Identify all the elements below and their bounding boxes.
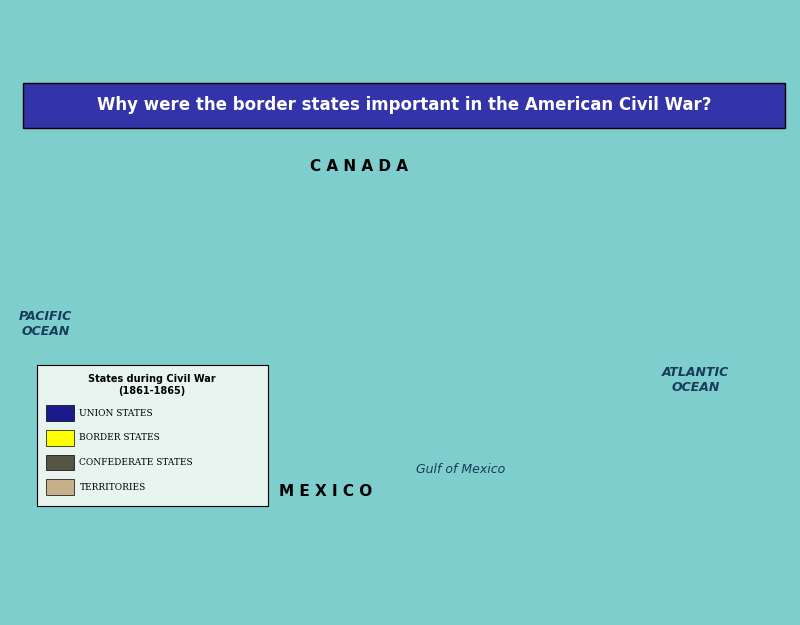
Bar bbox=[46, 455, 74, 471]
FancyBboxPatch shape bbox=[23, 83, 785, 127]
Text: Gulf of Mexico: Gulf of Mexico bbox=[415, 462, 505, 476]
FancyBboxPatch shape bbox=[37, 365, 267, 506]
Text: ATLANTIC
OCEAN: ATLANTIC OCEAN bbox=[662, 366, 729, 394]
Bar bbox=[46, 430, 74, 446]
Text: UNION STATES: UNION STATES bbox=[79, 409, 153, 418]
Text: Why were the border states important in the American Civil War?: Why were the border states important in … bbox=[97, 96, 711, 114]
Text: TERRITORIES: TERRITORIES bbox=[79, 482, 146, 492]
Text: CONFEDERATE STATES: CONFEDERATE STATES bbox=[79, 458, 193, 467]
Text: PACIFIC
OCEAN: PACIFIC OCEAN bbox=[19, 310, 73, 338]
Text: M E X I C O: M E X I C O bbox=[279, 484, 373, 499]
Text: BORDER STATES: BORDER STATES bbox=[79, 434, 160, 442]
Text: C A N A D A: C A N A D A bbox=[310, 159, 408, 174]
Bar bbox=[46, 479, 74, 495]
Bar bbox=[46, 406, 74, 421]
Text: States during Civil War
(1861-1865): States during Civil War (1861-1865) bbox=[88, 374, 216, 396]
